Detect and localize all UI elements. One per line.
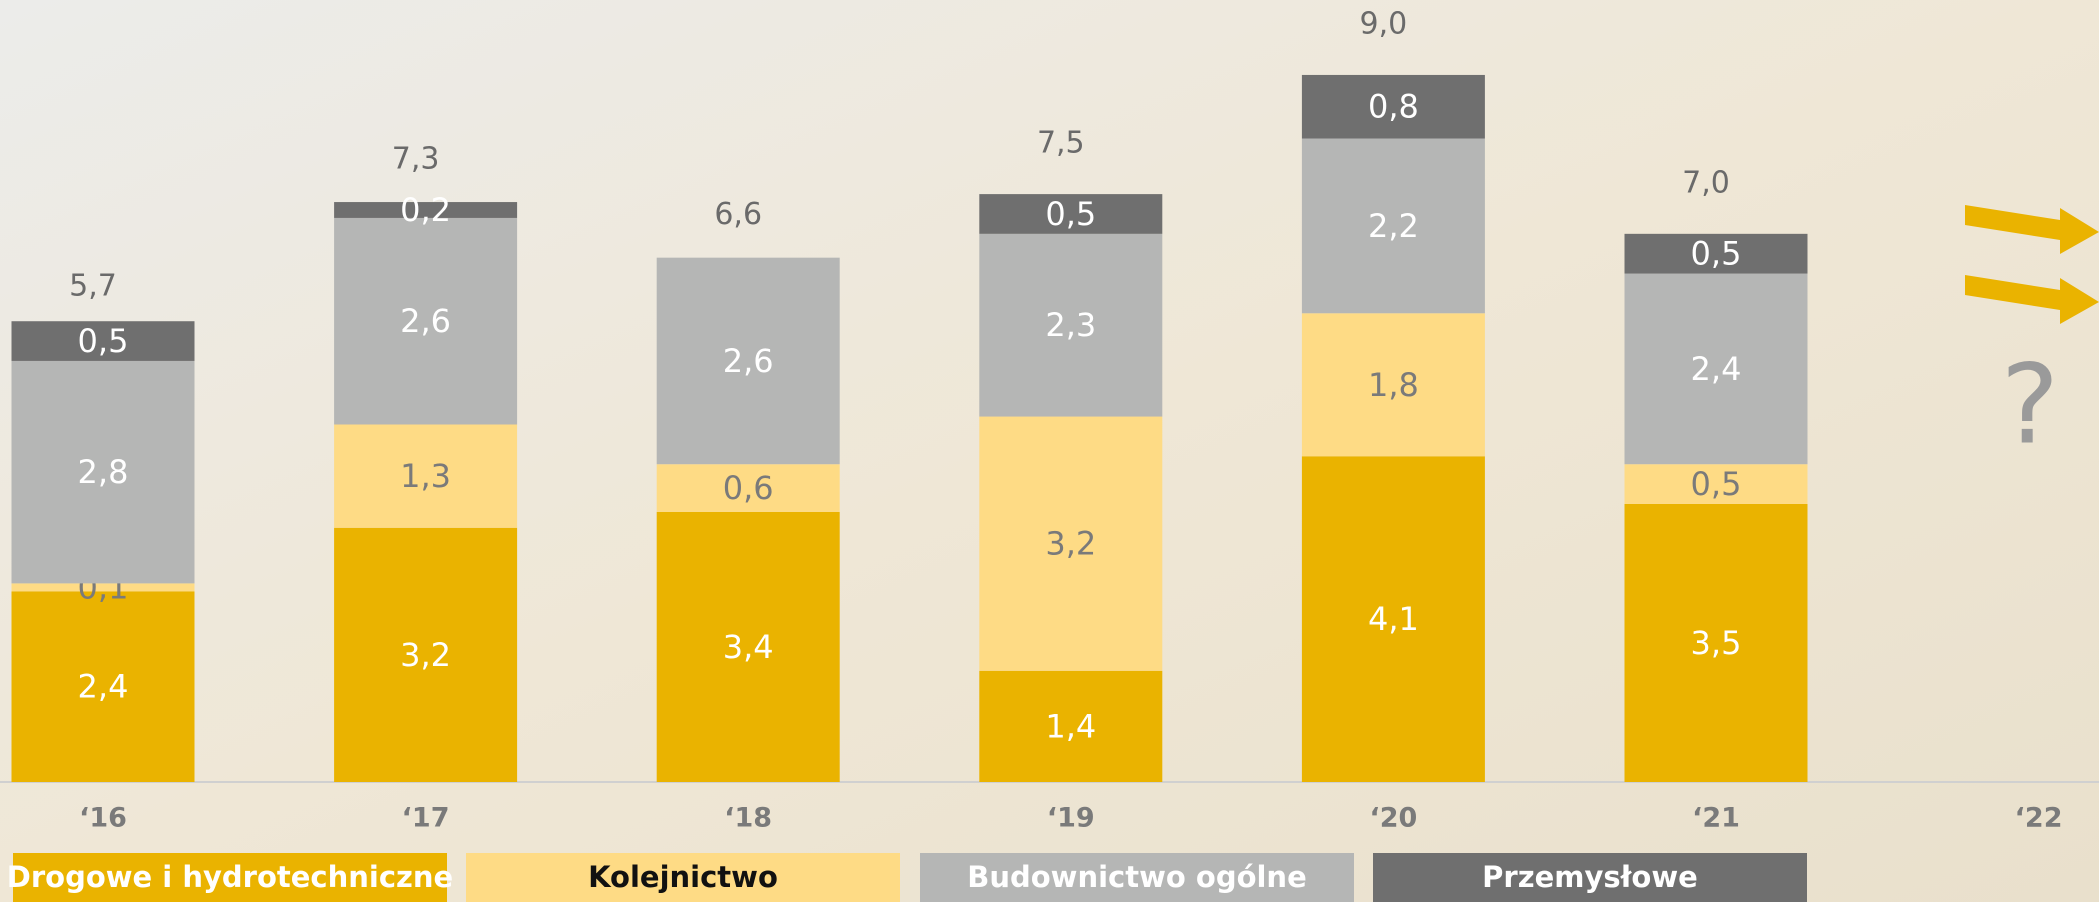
x-tick-label: ‘22 <box>2015 803 2063 834</box>
arrow <box>1965 205 2099 254</box>
data-label: 2,8 <box>78 453 129 491</box>
bar-segment <box>979 416 1163 671</box>
legend-swatch <box>13 853 447 902</box>
total-label: 7,3 <box>392 142 440 177</box>
bar-segment <box>334 217 518 425</box>
x-tick-label: ‘20 <box>1369 803 1417 834</box>
bar-segment <box>656 464 840 512</box>
data-label: 0,5 <box>1045 195 1096 233</box>
bar-segment <box>1301 74 1485 139</box>
data-label: 1,3 <box>400 457 451 495</box>
data-label: 3,5 <box>1691 624 1742 662</box>
data-label: 3,2 <box>1045 525 1096 563</box>
bar-segment <box>979 670 1163 782</box>
data-label: 0,8 <box>1368 88 1419 126</box>
bar-segment <box>1624 273 1808 465</box>
legend-label: Kolejnictwo <box>588 860 778 894</box>
x-tick-label: ‘21 <box>1692 803 1740 834</box>
legend-swatch <box>1373 853 1807 902</box>
bar-segment <box>979 233 1163 417</box>
data-label: 3,2 <box>400 636 451 674</box>
x-tick-label: ‘16 <box>79 803 127 834</box>
data-label: 0,6 <box>723 469 774 507</box>
bar-segment <box>334 527 518 782</box>
bar-segment <box>11 583 195 592</box>
bar-segment <box>11 321 195 361</box>
bar-segment <box>979 194 1163 234</box>
legend-label: Przemysłowe <box>1482 860 1698 894</box>
total-label: 6,6 <box>714 197 762 232</box>
bar-segment <box>11 591 195 782</box>
bar-segment <box>1624 233 1808 274</box>
data-label: 0,5 <box>1691 235 1742 273</box>
total-label: 7,0 <box>1682 165 1730 200</box>
data-label: 2,4 <box>78 668 129 706</box>
bar-segment <box>334 424 518 528</box>
bar-segment <box>334 202 518 218</box>
legend-swatch <box>466 853 900 902</box>
legend-label: Budownictwo ogólne <box>967 860 1307 894</box>
bar-segment <box>1301 313 1485 457</box>
legend-swatch <box>920 853 1354 902</box>
x-tick-label: ‘17 <box>402 803 450 834</box>
data-label: 1,8 <box>1368 366 1419 404</box>
data-label: 2,4 <box>1691 350 1742 388</box>
data-label: 1,4 <box>1045 707 1096 745</box>
data-label: 2,6 <box>723 342 774 380</box>
bar-segment <box>11 360 195 584</box>
bar-segment <box>656 511 840 782</box>
legend-label: Drogowe i hydrotechniczne <box>7 860 453 894</box>
data-label: 2,2 <box>1368 207 1419 245</box>
total-label: 5,7 <box>69 269 117 304</box>
total-label: 7,5 <box>1037 126 1085 161</box>
data-label: 2,6 <box>400 302 451 340</box>
data-label: 4,1 <box>1368 600 1419 638</box>
arrow <box>1965 275 2099 324</box>
bar-segment <box>1624 503 1808 782</box>
x-tick-label: ‘19 <box>1047 803 1095 834</box>
data-label: 0,5 <box>78 322 129 360</box>
data-label: 0,5 <box>1691 465 1742 503</box>
bar-segment <box>656 257 840 465</box>
bar-segment <box>1301 456 1485 782</box>
data-label: 0,2 <box>400 191 451 229</box>
data-label: 2,3 <box>1045 306 1096 344</box>
data-label: 3,4 <box>723 628 774 666</box>
x-tick-label: ‘18 <box>724 803 772 834</box>
total-label: 9,0 <box>1360 7 1408 42</box>
bar-segment <box>1301 138 1485 314</box>
annotation: ? <box>2001 340 2059 468</box>
bar-segment <box>1624 464 1808 504</box>
